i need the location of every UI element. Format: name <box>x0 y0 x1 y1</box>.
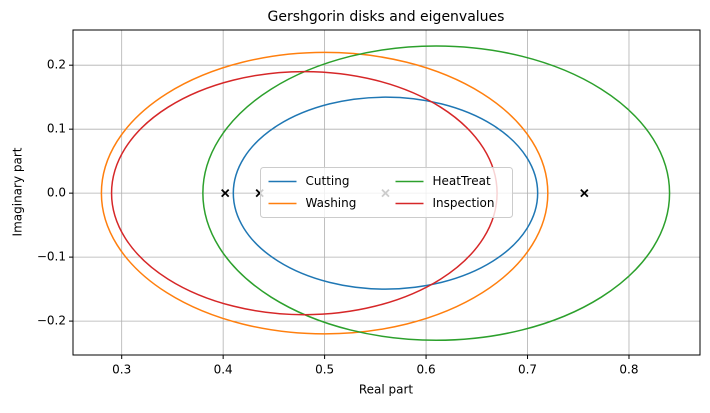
legend-label: Inspection <box>433 196 495 210</box>
disk <box>202 45 671 342</box>
x-tick-label: 0.6 <box>417 363 436 377</box>
x-tick-label: 0.4 <box>214 363 233 377</box>
x-tick-label: 0.3 <box>112 363 131 377</box>
legend-label: Cutting <box>306 174 350 188</box>
disk <box>100 51 549 335</box>
legend-label: HeatTreat <box>433 174 491 188</box>
eigenvalue <box>221 189 230 198</box>
x-tick-label: 0.8 <box>619 363 638 377</box>
x-tick-label: 0.7 <box>518 363 537 377</box>
y-tick-label: −0.2 <box>37 314 66 328</box>
y-tick-label: −0.1 <box>37 250 66 264</box>
y-tick-label: 0.0 <box>47 186 66 200</box>
eigenvalue-stroke <box>580 189 589 198</box>
y-tick-label: 0.2 <box>47 58 66 72</box>
plot-frame <box>72 29 701 356</box>
legend-box <box>260 167 513 218</box>
legend: Cutting Washing HeatTreat Inspection <box>260 167 513 218</box>
y-axis-label: Imaginary part <box>11 147 25 236</box>
disk <box>232 96 539 290</box>
x-axis-label: Real part <box>359 383 414 397</box>
legend-label: Washing <box>306 196 357 210</box>
x-tick-label: 0.5 <box>315 363 334 377</box>
eigenvalue-stroke <box>221 189 230 198</box>
chart-title: Gershgorin disks and eigenvalues <box>268 9 505 25</box>
y-tick-label: 0.1 <box>47 122 66 136</box>
eigenvalue <box>580 189 589 198</box>
